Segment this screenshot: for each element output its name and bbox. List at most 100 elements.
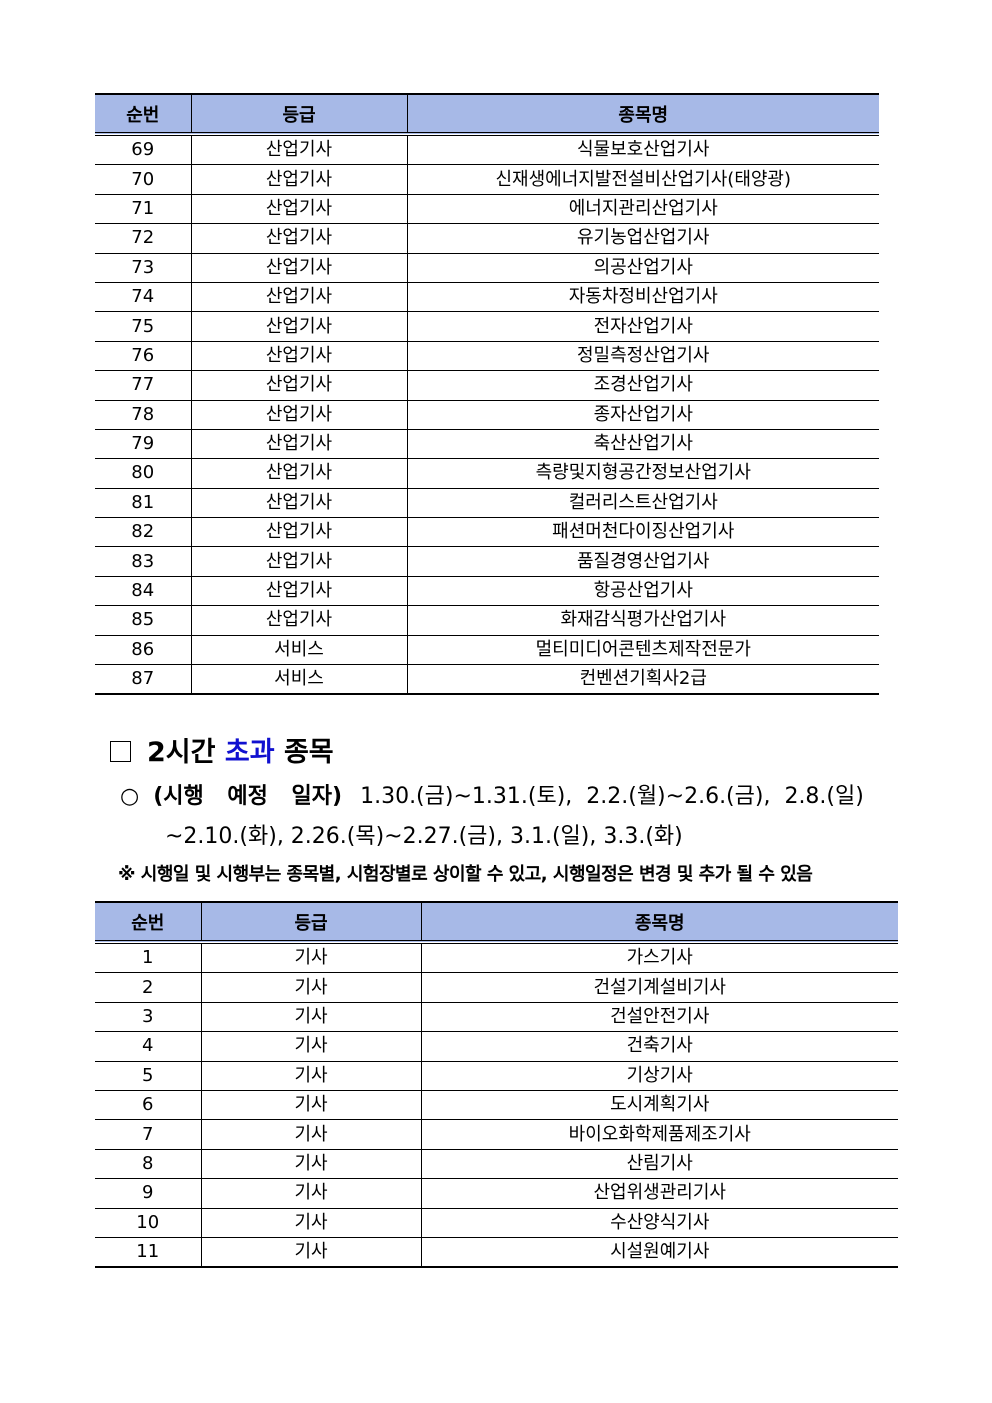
schedule-line-1: ○ (시행 예정 일자) 1.30.(금)~1.31.(토), 2.2.(월)~2.…	[120, 778, 864, 810]
col-grade: 산업기사	[190, 281, 407, 312]
header-col-grade: 등급	[190, 93, 407, 136]
heading-prefix: 2시간	[147, 737, 216, 768]
col-number: 1	[95, 941, 201, 973]
exam-table-over-2h: 순번 등급 종목명 1 기사 가스기사 2 기사 건설기계설비기사 3 기사 건설안전기사 4 기사 건축기…	[95, 901, 898, 1269]
col-number: 75	[95, 311, 191, 342]
col-number: 74	[95, 281, 191, 312]
col-item-name: 멀티미디어콘텐츠제작전문가	[406, 634, 879, 665]
col-number: 76	[95, 340, 191, 371]
col-number: 9	[95, 1178, 201, 1209]
col-item-name: 종자산업기사	[406, 399, 879, 430]
col-number: 3	[95, 1001, 201, 1032]
col-item-name: 에너지관리산업기사	[406, 193, 879, 224]
col-item-name: 품질경영산업기사	[406, 546, 879, 577]
note: ※ 시행일 및 시행부는 종목별, 시험장별로 상이할 수 있고, 시행일정은 …	[118, 864, 813, 885]
table-row: 77 산업기사 조경산업기사	[95, 370, 879, 401]
table-row: 80 산업기사 측량및지형공간정보산업기사	[95, 458, 879, 489]
col-grade: 기사	[200, 1089, 421, 1120]
col-grade: 산업기사	[190, 164, 407, 195]
table-row: 72 산업기사 유기농업산업기사	[95, 223, 879, 254]
table-row: 81 산업기사 컬러리스트산업기사	[95, 487, 879, 518]
col-grade: 기사	[200, 1207, 421, 1238]
table-row: 2 기사 건설기계설비기사	[95, 972, 898, 1003]
col-grade: 산업기사	[190, 340, 407, 371]
col-number: 84	[95, 575, 191, 606]
col-grade: 기사	[200, 1119, 421, 1150]
col-number: 86	[95, 634, 191, 665]
table-row: 85 산업기사 화재감식평가산업기사	[95, 605, 879, 636]
col-grade: 산업기사	[190, 575, 407, 606]
col-grade: 기사	[200, 1060, 421, 1091]
heading-suffix: 종목	[283, 737, 334, 768]
col-item-name: 항공산업기사	[406, 575, 879, 606]
col-item-name: 도시계획기사	[420, 1089, 898, 1120]
col-number: 70	[95, 164, 191, 195]
table-row: 8 기사 산림기사	[95, 1148, 898, 1179]
table-row: 11 기사 시설원예기사	[95, 1236, 898, 1269]
heading-highlight: 초과	[224, 737, 275, 768]
col-grade: 산업기사	[190, 370, 407, 401]
col-number: 78	[95, 399, 191, 430]
col-item-name: 기상기사	[420, 1060, 898, 1091]
col-grade: 서비스	[190, 664, 407, 696]
col-item-name: 식물보호산업기사	[406, 133, 879, 165]
col-number: 69	[95, 133, 191, 165]
col-item-name: 시설원예기사	[420, 1236, 898, 1269]
col-number: 87	[95, 664, 191, 696]
col-grade: 산업기사	[190, 399, 407, 430]
col-number: 4	[95, 1031, 201, 1062]
col-number: 71	[95, 193, 191, 224]
table-row: 84 산업기사 항공산업기사	[95, 575, 879, 606]
col-item-name: 수산양식기사	[420, 1207, 898, 1238]
col-grade: 기사	[200, 1148, 421, 1179]
col-number: 5	[95, 1060, 201, 1091]
section-heading: 2시간 초과 종목	[110, 730, 334, 769]
table-row: 9 기사 산업위생관리기사	[95, 1178, 898, 1209]
col-number: 11	[95, 1236, 201, 1269]
col-grade: 산업기사	[190, 546, 407, 577]
col-grade: 기사	[200, 941, 421, 973]
col-item-name: 조경산업기사	[406, 370, 879, 401]
checkbox-square-icon	[110, 741, 131, 762]
exam-table-continued: 순번 등급 종목명 69 산업기사 식물보호산업기사 70 산업기사 신재생에너지발전설비산업기…	[95, 93, 879, 696]
col-grade: 기사	[200, 1236, 421, 1269]
col-item-name: 유기농업산업기사	[406, 223, 879, 254]
header-col-number: 순번	[95, 901, 201, 944]
col-item-name: 전자산업기사	[406, 311, 879, 342]
table-row: 73 산업기사 의공산업기사	[95, 252, 879, 283]
table-row: 5 기사 기상기사	[95, 1060, 898, 1091]
table-row: 87 서비스 컨벤션기획사2급	[95, 664, 879, 696]
col-number: 85	[95, 605, 191, 636]
table-row: 3 기사 건설안전기사	[95, 1001, 898, 1032]
table-row: 69 산업기사 식물보호산업기사	[95, 133, 879, 165]
col-grade: 산업기사	[190, 487, 407, 518]
col-grade: 산업기사	[190, 605, 407, 636]
table-row: 75 산업기사 전자산업기사	[95, 311, 879, 342]
col-number: 79	[95, 428, 191, 459]
col-number: 81	[95, 487, 191, 518]
col-item-name: 정밀측정산업기사	[406, 340, 879, 371]
table-row: 7 기사 바이오화학제품제조기사	[95, 1119, 898, 1150]
circle-bullet-icon: ○	[120, 784, 140, 809]
col-item-name: 건설기계설비기사	[420, 972, 898, 1003]
col-grade: 기사	[200, 972, 421, 1003]
col-grade: 산업기사	[190, 193, 407, 224]
col-grade: 기사	[200, 1178, 421, 1209]
col-number: 80	[95, 458, 191, 489]
table-row: 78 산업기사 종자산업기사	[95, 399, 879, 430]
col-number: 82	[95, 517, 191, 547]
col-number: 7	[95, 1119, 201, 1150]
table-row: 1 기사 가스기사	[95, 941, 898, 973]
schedule-dates-1: 1.30.(금)~1.31.(토), 2.2.(월)~2.6.(금), 2.8.…	[360, 784, 864, 809]
col-grade: 산업기사	[190, 458, 407, 489]
col-number: 72	[95, 223, 191, 254]
table-row: 82 산업기사 패션머천다이징산업기사	[95, 517, 879, 547]
col-item-name: 가스기사	[420, 941, 898, 973]
col-grade: 산업기사	[190, 311, 407, 342]
table-row: 70 산업기사 신재생에너지발전설비산업기사(태양광)	[95, 164, 879, 195]
header-col-item-name: 종목명	[420, 901, 898, 944]
col-number: 83	[95, 546, 191, 577]
col-number: 6	[95, 1089, 201, 1120]
col-item-name: 바이오화학제품제조기사	[420, 1119, 898, 1150]
col-number: 2	[95, 972, 201, 1003]
